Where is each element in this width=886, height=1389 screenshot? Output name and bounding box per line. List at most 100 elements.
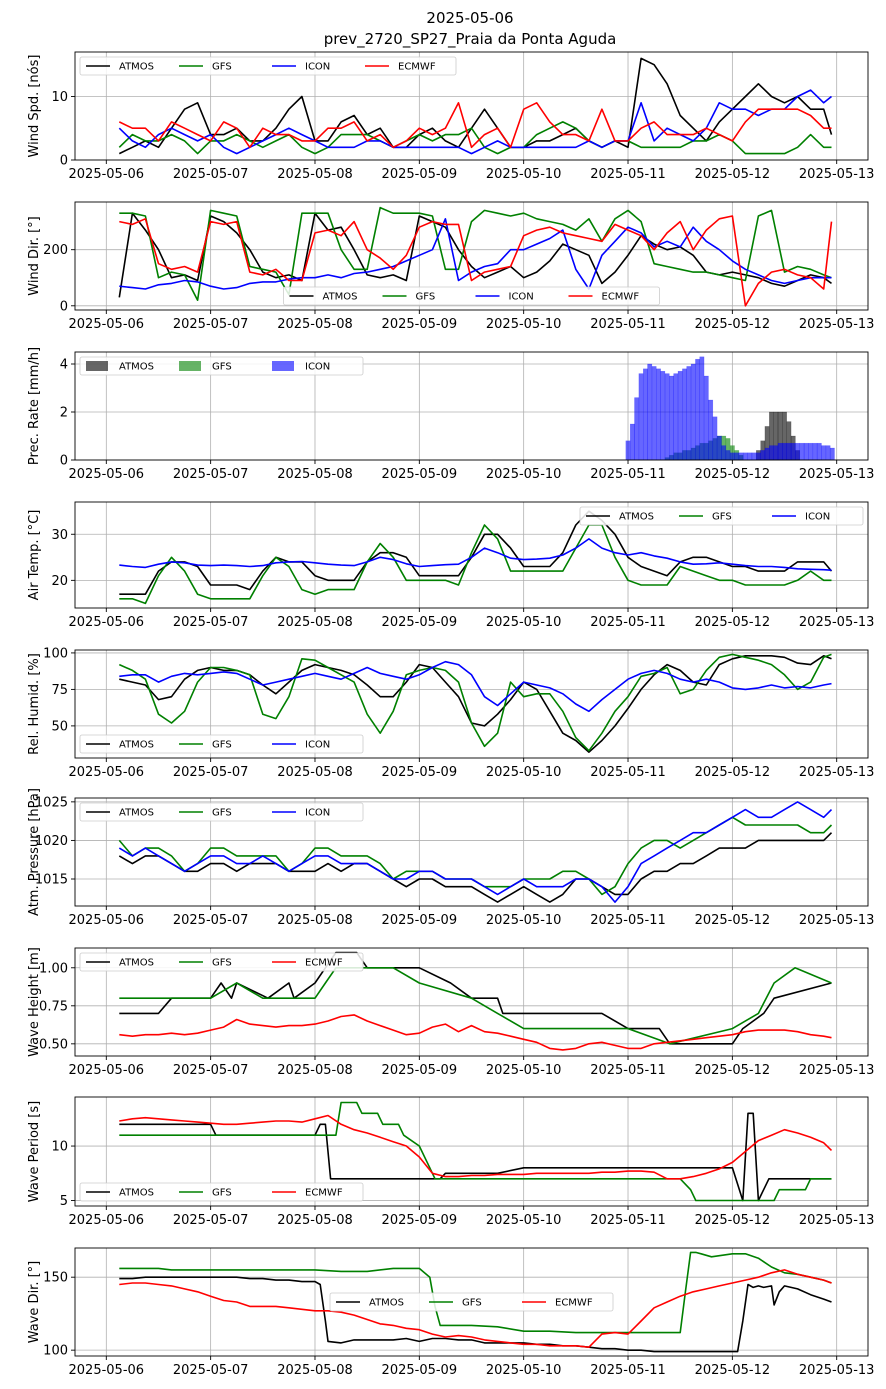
legend-label-atmos: ATMOS (119, 958, 154, 969)
bar-icon (686, 366, 692, 460)
x-tick-label: 2025-05-13 (799, 615, 875, 630)
panel-data (119, 510, 833, 605)
y-tick-label: 100 (43, 1344, 68, 1359)
bar-icon (677, 370, 683, 460)
legend: ATMOS GFS ECMWF (79, 1182, 364, 1202)
x-tick-label: 2025-05-13 (799, 1363, 875, 1378)
y-tick-label: 10 (51, 90, 68, 105)
x-tick-label: 2025-05-07 (173, 913, 249, 928)
x-tick-label: 2025-05-12 (695, 167, 771, 182)
bar-icon (695, 358, 701, 460)
x-tick-label: 2025-05-13 (799, 1213, 875, 1228)
y-tick-label: 75 (51, 683, 68, 698)
series-line-ecmwf (118, 102, 832, 149)
panel-data (118, 57, 833, 155)
x-tick-label: 2025-05-08 (277, 1363, 353, 1378)
y-axis-label: Rel. Humid. [%] (27, 653, 42, 755)
series-line-ecmwf (119, 1269, 832, 1348)
x-tick-label: 2025-05-10 (486, 615, 562, 630)
x-tick-label: 2025-05-09 (382, 167, 458, 182)
x-tick-label: 2025-05-13 (799, 317, 875, 332)
x-tick-label: 2025-05-06 (69, 765, 145, 780)
x-tick-label: 2025-05-13 (799, 467, 875, 482)
x-tick-label: 2025-05-09 (382, 765, 458, 780)
y-tick-label: 0 (60, 454, 68, 469)
y-tick-label: 1.00 (39, 961, 68, 976)
bar-icon (812, 442, 818, 460)
panel-4: 2025-05-06 2025-05-07 2025-05-08 2025-05-09… (27, 501, 875, 630)
legend-box (79, 1182, 364, 1202)
x-tick-label: 2025-05-09 (382, 317, 458, 332)
y-tick-label: 1025 (35, 795, 68, 810)
series-line-ecmwf (119, 215, 833, 307)
figure-title-station: prev_2720_SP27_Praia da Ponta Aguda (324, 30, 617, 49)
bar-icon (729, 452, 735, 460)
legend-label-atmos: ATMOS (619, 512, 654, 523)
y-tick-label: 1015 (35, 873, 68, 888)
series-line-icon (119, 218, 832, 290)
series-line-icon (119, 660, 832, 713)
legend-label-atmos: ATMOS (119, 62, 154, 73)
panel-9: 2025-05-06 2025-05-07 2025-05-08 2025-05-09… (27, 1247, 875, 1378)
x-tick-label: 2025-05-07 (173, 167, 249, 182)
x-tick-label: 2025-05-08 (277, 167, 353, 182)
x-tick-label: 2025-05-10 (486, 167, 562, 182)
panel-1: 2025-05-06 2025-05-07 2025-05-08 2025-05-09… (27, 51, 875, 182)
bar-icon (664, 373, 670, 460)
x-tick-label: 2025-05-10 (486, 467, 562, 482)
bar-icon (673, 373, 679, 460)
x-tick-label: 2025-05-11 (590, 167, 666, 182)
bar-icon (777, 442, 783, 460)
x-tick-label: 2025-05-10 (486, 1363, 562, 1378)
bar-icon (825, 445, 831, 460)
y-tick-label: 2 (60, 406, 68, 421)
legend-label-icon: ICON (305, 808, 330, 819)
bar-icon (690, 363, 696, 460)
bar-icon (747, 452, 753, 460)
x-tick-label: 2025-05-13 (799, 765, 875, 780)
x-tick-label: 2025-05-10 (486, 1213, 562, 1228)
panel-2: 2025-05-06 2025-05-07 2025-05-08 2025-05-09… (27, 201, 875, 332)
panel-frame (74, 1096, 869, 1207)
legend-label-atmos: ATMOS (119, 808, 154, 819)
x-tick-label: 2025-05-11 (590, 317, 666, 332)
legend: ATMOS GFS ICON (579, 506, 864, 526)
series-line-atmos (119, 510, 833, 596)
legend-swatch-atmos (86, 361, 108, 371)
legend-label-icon: ICON (305, 62, 330, 73)
x-tick-label: 2025-05-11 (590, 913, 666, 928)
legend-box (79, 802, 364, 822)
x-tick-label: 2025-05-08 (277, 1063, 353, 1078)
x-tick-label: 2025-05-12 (695, 467, 771, 482)
bar-icon (821, 445, 827, 460)
panel-data (118, 801, 833, 903)
x-tick-label: 2025-05-07 (173, 467, 249, 482)
series-line-ecmwf (119, 1014, 832, 1051)
x-tick-label: 2025-05-09 (382, 467, 458, 482)
panels: 2025-05-06 2025-05-07 2025-05-08 2025-05-09… (27, 51, 875, 1378)
x-tick-label: 2025-05-12 (695, 1063, 771, 1078)
bar-icon (629, 423, 635, 460)
x-tick-label: 2025-05-12 (695, 615, 771, 630)
legend-swatch-gfs (179, 361, 201, 371)
legend: ATMOS GFS ECMWF (79, 952, 364, 972)
bar-atmos (777, 411, 783, 460)
panel-5: 2025-05-06 2025-05-07 2025-05-08 2025-05-09… (27, 646, 874, 780)
series-line-atmos (119, 951, 832, 1045)
x-tick-label: 2025-05-13 (799, 167, 875, 182)
legend-label-gfs: GFS (462, 1298, 482, 1309)
x-tick-label: 2025-05-09 (382, 1363, 458, 1378)
series-line-gfs (119, 1251, 832, 1334)
legend-label-gfs: GFS (212, 808, 232, 819)
bar-icon (742, 452, 748, 460)
series-line-atmos (119, 1112, 832, 1202)
y-axis-label: Atm. Pressure [hPa] (27, 788, 42, 916)
bar-icon (786, 442, 792, 460)
x-tick-label: 2025-05-13 (799, 1063, 875, 1078)
y-axis-label: Wave Dir. [°] (27, 1261, 42, 1344)
x-tick-label: 2025-05-07 (173, 765, 249, 780)
legend-label-atmos: ATMOS (119, 362, 154, 373)
bar-icon (790, 442, 796, 460)
legend-label-atmos: ATMOS (369, 1298, 404, 1309)
